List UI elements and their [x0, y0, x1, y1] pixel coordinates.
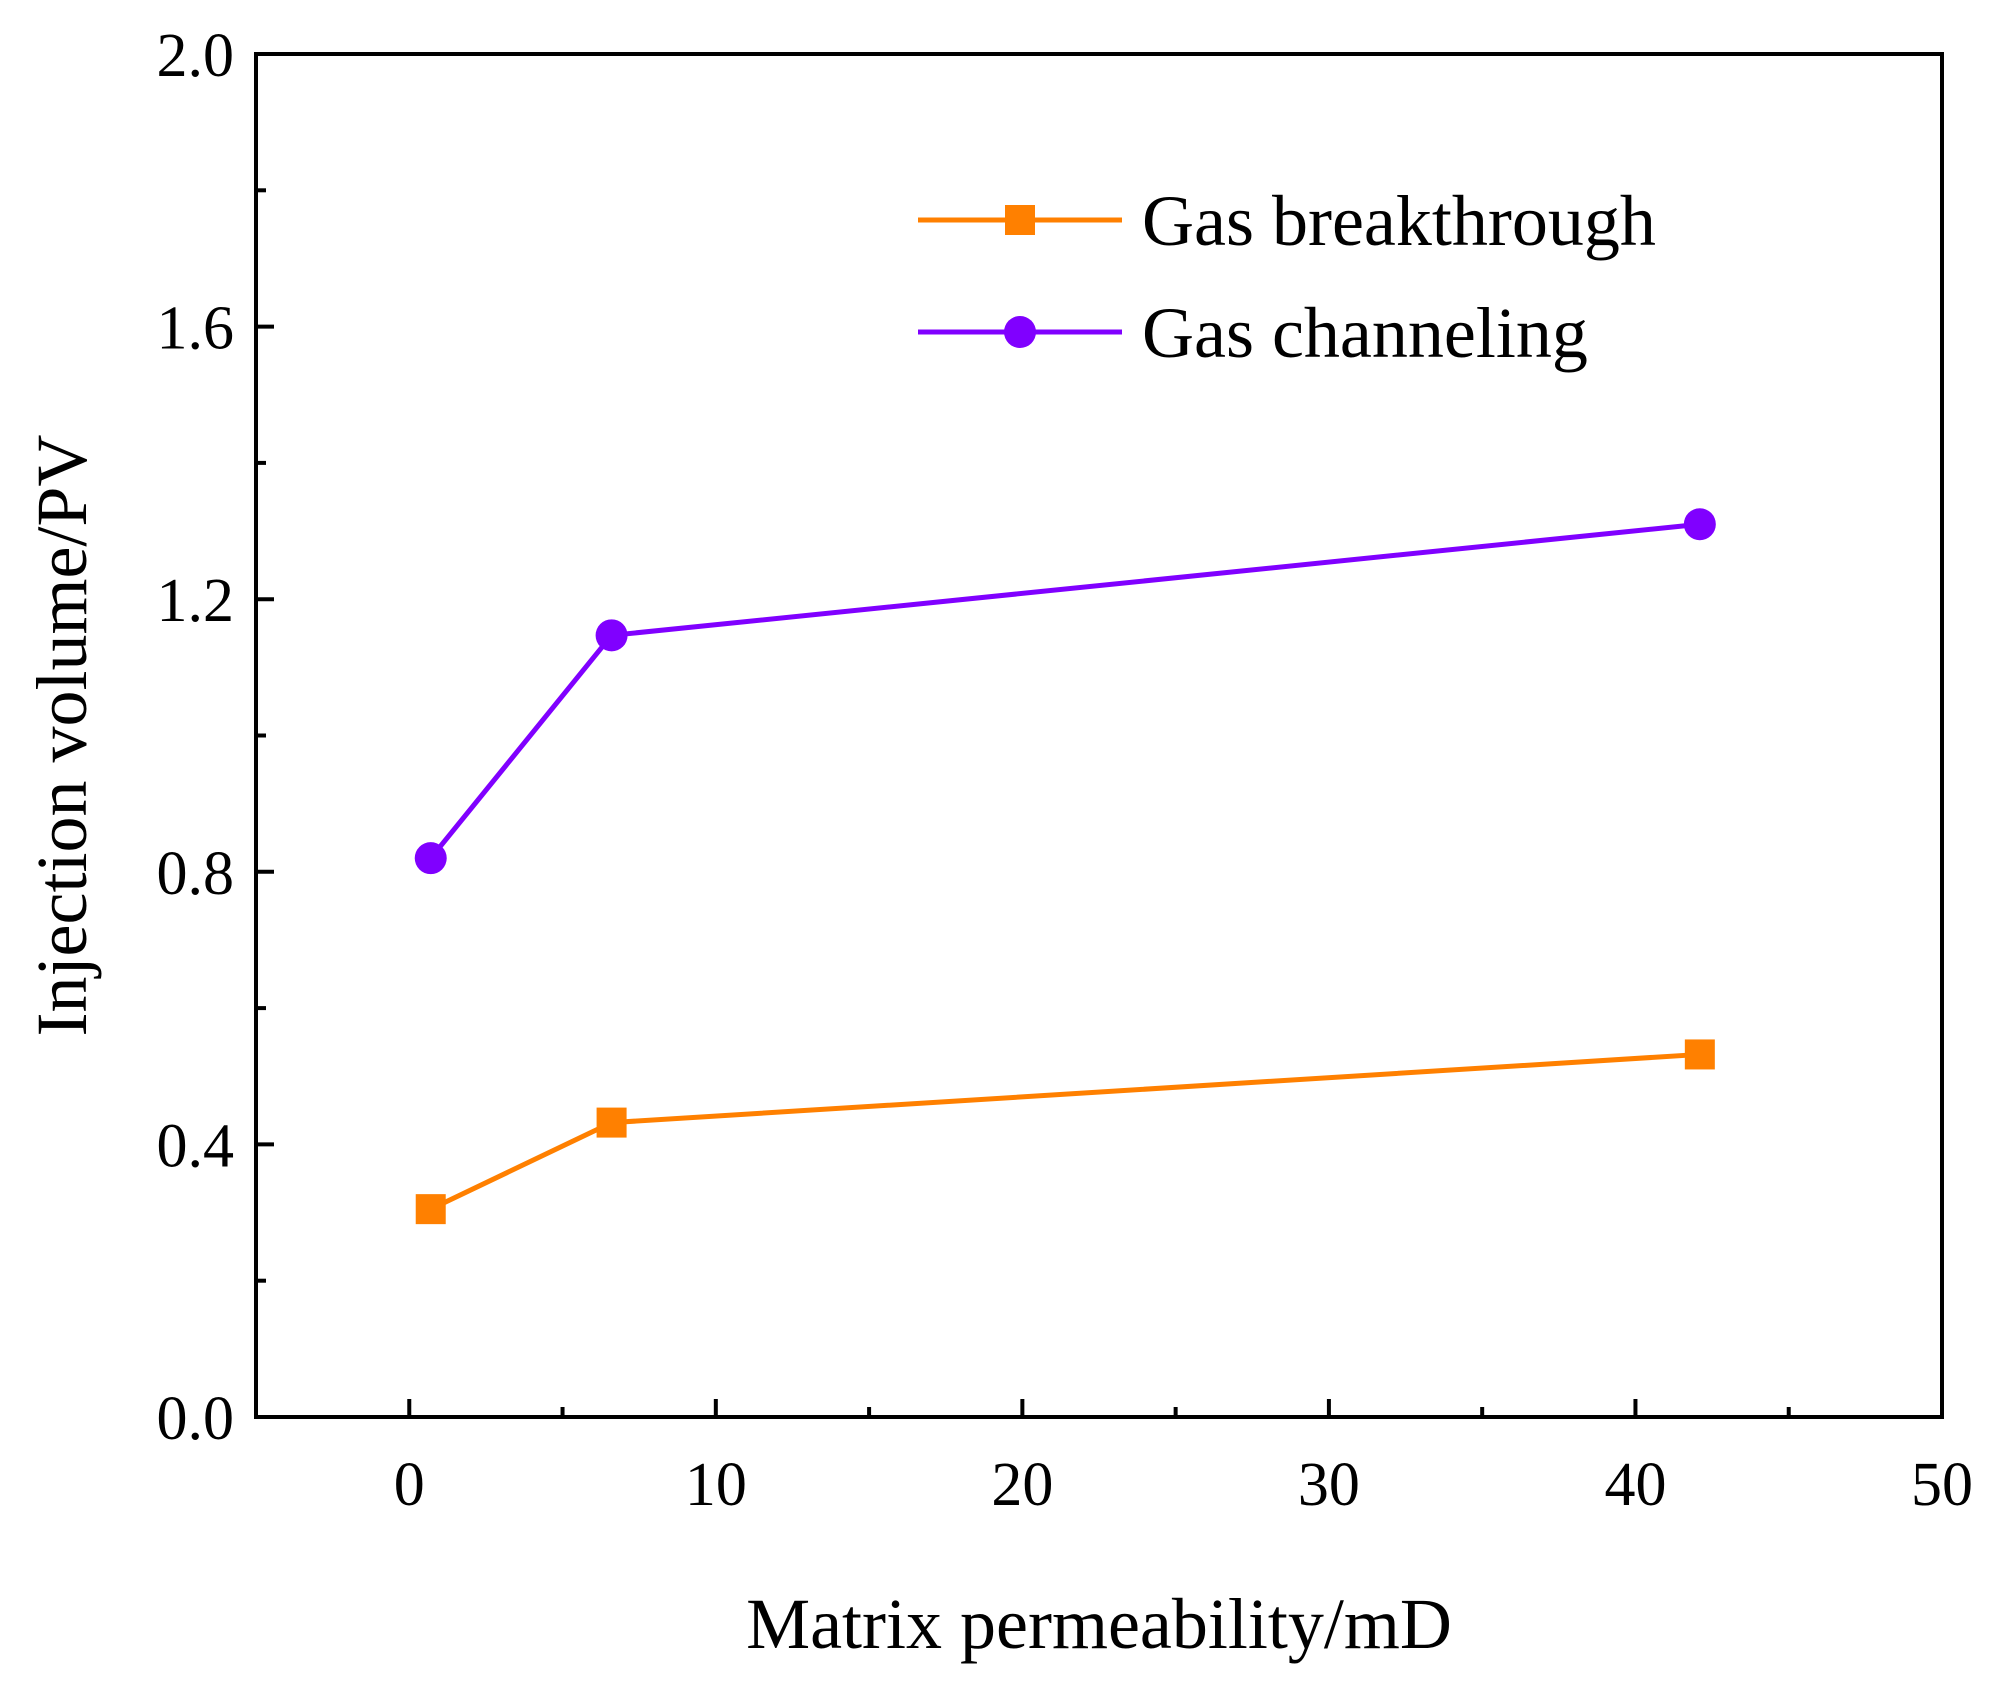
x-tick-label: 10	[685, 1451, 747, 1519]
y-tick-label: 0.8	[157, 840, 235, 908]
y-tick-label: 1.2	[157, 567, 235, 635]
x-tick-label: 50	[1911, 1451, 1973, 1519]
y-axis-title: Injection volume/PV	[22, 435, 102, 1037]
x-tick-label: 20	[991, 1451, 1053, 1519]
y-tick-label: 2.0	[157, 22, 235, 90]
x-tick-label: 30	[1298, 1451, 1360, 1519]
ticks-layer: 0 10 20 30 40 50 0.0 0.4 0.8 1.2 1.6 2.0	[157, 22, 1974, 1519]
circle-marker	[595, 619, 628, 652]
x-tick-label: 0	[394, 1451, 425, 1519]
x-tick-label: 40	[1604, 1451, 1666, 1519]
legend: Gas breakthrough Gas channeling	[918, 181, 1656, 373]
y-tick-label: 0.0	[157, 1385, 235, 1453]
y-tick-label: 0.4	[157, 1112, 235, 1180]
legend-label: Gas channeling	[1142, 293, 1588, 373]
square-marker	[1005, 205, 1035, 235]
square-marker	[596, 1107, 627, 1138]
x-axis-title: Matrix permeability/mD	[746, 1584, 1452, 1664]
circle-marker	[1004, 316, 1036, 348]
legend-label: Gas breakthrough	[1142, 181, 1656, 261]
square-marker	[1684, 1039, 1715, 1070]
circle-marker	[1683, 508, 1716, 541]
circle-marker	[414, 842, 447, 875]
plot-layer	[414, 508, 1716, 1225]
y-tick-label: 1.6	[157, 295, 235, 363]
square-marker	[415, 1194, 446, 1225]
